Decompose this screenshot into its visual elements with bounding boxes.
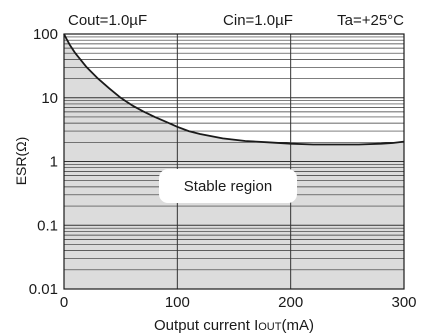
x-tick-label: 300 [391, 294, 416, 311]
y-tick-label: 0.01 [29, 281, 58, 298]
y-tick-label: 10 [41, 90, 58, 107]
x-axis-label-suffix: (mA) [281, 317, 314, 334]
x-tick-label: 100 [165, 294, 190, 311]
cin-annotation: Cin=1.0µF [223, 12, 293, 29]
stable-region-box: Stable region [159, 169, 297, 203]
x-axis-label-prefix: Output current I [154, 317, 258, 334]
y-tick-label: 100 [33, 26, 58, 43]
y-tick-label: 1 [50, 154, 58, 171]
x-axis-label-sub: OUT [258, 321, 282, 333]
y-tick-label: 0.1 [37, 217, 58, 234]
x-axis-label: Output current IOUT(mA) [154, 317, 314, 334]
y-axis-label: ESR(Ω) [13, 137, 29, 186]
esr-limit-line [63, 33, 405, 146]
stable-region-label: Stable region [184, 178, 272, 195]
ta-annotation: Ta=+25°C [337, 12, 404, 29]
cout-annotation: Cout=1.0µF [68, 12, 147, 29]
plot-frame [63, 33, 405, 290]
x-tick-label: 0 [60, 294, 68, 311]
x-tick-label: 200 [278, 294, 303, 311]
